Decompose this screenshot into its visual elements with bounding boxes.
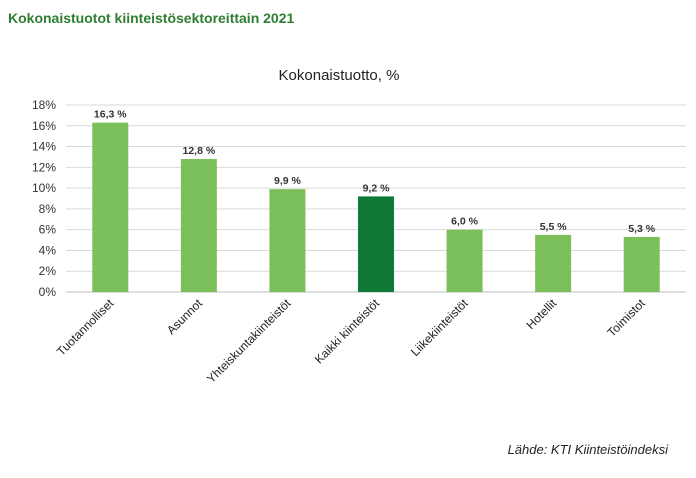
bars (92, 122, 660, 293)
x-tick-label: Asunnot (164, 296, 206, 338)
y-tick-label: 16% (32, 119, 56, 133)
y-tick-label: 4% (39, 243, 57, 257)
data-label: 5,5 % (540, 221, 568, 233)
y-tick-label: 18% (32, 98, 56, 112)
x-tick-label: Kaikki kiinteistöt (312, 296, 383, 367)
y-axis: 0% 2% 4% 6% 8% 10% 12% 14% 16% 18% (32, 98, 56, 299)
x-axis: Tuotannolliset AsunnotYhteiskuntakiinteis… (54, 296, 648, 386)
bar (358, 196, 394, 292)
y-tick-label: 10% (32, 181, 56, 195)
bar (535, 234, 572, 292)
y-tick-label: 2% (39, 264, 57, 278)
bar (92, 122, 129, 293)
x-tick-label: Liikekiinteistöt (408, 296, 471, 359)
x-tick-label: Yhteiskuntakiinteistöt (204, 296, 294, 386)
data-label: 5,3 % (628, 223, 656, 235)
y-tick-label: 14% (32, 140, 56, 154)
y-tick-label: 6% (39, 223, 57, 237)
page-title: Kokonaistuotot kiinteistösektoreittain 2… (8, 10, 295, 26)
y-tick-label: 0% (39, 285, 57, 299)
data-label: 12,8 % (183, 145, 216, 157)
bar (269, 189, 306, 292)
bar (180, 159, 217, 292)
x-tick-label: Hotellit (523, 296, 559, 332)
source-note: Lähde: KTI Kiinteistöindeksi (507, 442, 668, 457)
data-label: 9,2 % (363, 182, 391, 194)
x-tick-label: Tuotannolliset (54, 296, 117, 359)
data-label: 6,0 % (451, 216, 479, 228)
bar (446, 229, 483, 292)
x-tick-label: Toimistot (604, 296, 648, 340)
y-tick-label: 12% (32, 160, 56, 174)
y-tick-label: 8% (39, 202, 57, 216)
data-label: 9,9 % (274, 175, 302, 187)
chart-title: Kokonaistuotto, % (279, 67, 400, 84)
data-label: 16,3 % (94, 109, 127, 121)
bar (623, 236, 660, 292)
data-labels: 16,3 % 12,8 % 9,9 % 9,2 % 6,0 % 5,5 % 5,3 % (94, 109, 656, 235)
